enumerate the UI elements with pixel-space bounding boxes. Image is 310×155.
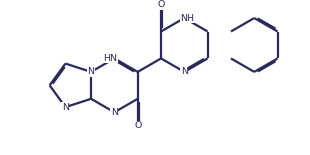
Text: O: O [134, 121, 141, 130]
Text: N: N [62, 103, 69, 112]
Text: N: N [181, 67, 188, 76]
Text: O: O [157, 0, 165, 9]
Text: HN: HN [104, 54, 117, 63]
Text: N: N [111, 108, 118, 117]
Text: N: N [87, 67, 95, 76]
Text: NH: NH [180, 13, 194, 22]
